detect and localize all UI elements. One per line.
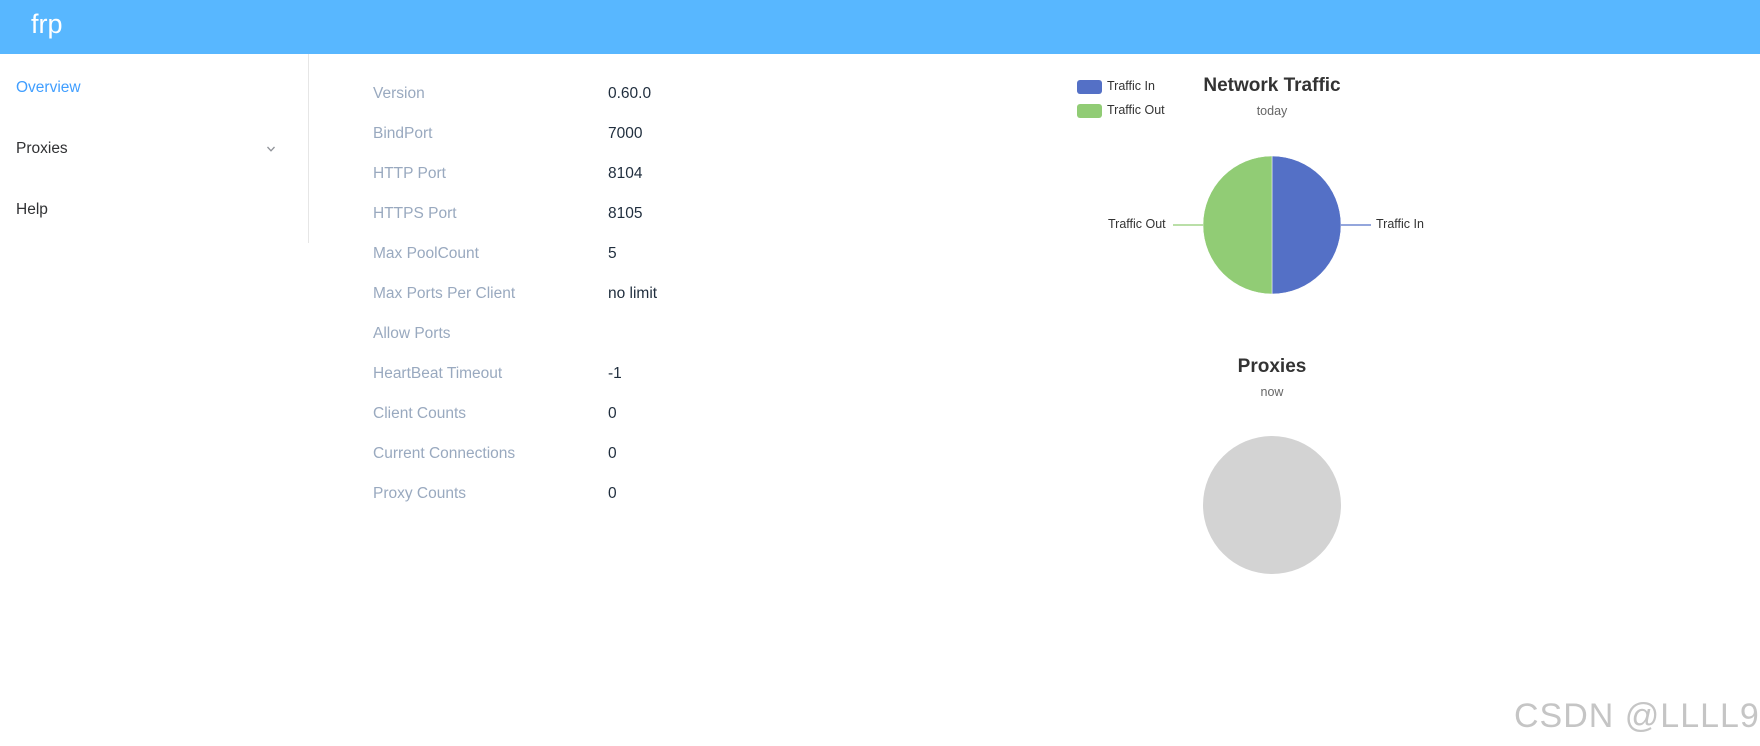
chevron-down-icon	[267, 146, 275, 152]
info-row-max-ports-per-client: Max Ports Per Client no limit	[373, 274, 793, 314]
legend-swatch	[1077, 80, 1102, 94]
slice-label-traffic-in: Traffic In	[1376, 217, 1424, 231]
pie-chart-1	[1203, 436, 1341, 574]
network-traffic-title: Network Traffic	[1203, 75, 1341, 96]
info-value: 8104	[608, 165, 643, 182]
info-row-bindport: BindPort 7000	[373, 114, 793, 154]
proxies-chart-subtitle: now	[1260, 385, 1284, 399]
info-label: Allow Ports	[373, 325, 451, 342]
pie-chart-0	[1173, 155, 1371, 295]
info-row-current-connections: Current Connections 0	[373, 434, 793, 474]
info-value: 7000	[608, 125, 643, 142]
info-value: 0	[608, 445, 617, 462]
info-label: Version	[373, 85, 425, 102]
info-value: -1	[608, 365, 622, 382]
sidebar-menu: Overview Proxies Help	[0, 54, 309, 243]
info-row-client-counts: Client Counts 0	[373, 394, 793, 434]
info-label: Max PoolCount	[373, 245, 479, 262]
info-label: Max Ports Per Client	[373, 285, 516, 302]
info-label: HeartBeat Timeout	[373, 365, 503, 382]
pie-empty-placeholder	[1203, 436, 1341, 574]
sidebar-item-help[interactable]: Help	[0, 182, 308, 238]
proxies-chart-title: Proxies	[1237, 356, 1307, 377]
info-row-proxy-counts: Proxy Counts 0	[373, 474, 793, 514]
info-label: BindPort	[373, 125, 433, 142]
info-row-http-port: HTTP Port 8104	[373, 154, 793, 194]
top-header: frp	[0, 0, 1760, 54]
info-label: HTTP Port	[373, 165, 446, 182]
info-label: HTTPS Port	[373, 205, 457, 222]
info-value: 0	[608, 485, 617, 502]
pie-slice-traffic-in[interactable]	[1271, 155, 1342, 295]
info-value: no limit	[608, 285, 658, 302]
info-label: Current Connections	[373, 445, 516, 462]
info-row-allow-ports: Allow Ports	[373, 314, 793, 354]
info-row-heartbeat-timeout: HeartBeat Timeout -1	[373, 354, 793, 394]
sidebar-item-label: Overview	[16, 79, 81, 96]
pie-slice-traffic-out[interactable]	[1202, 155, 1273, 295]
sidebar-item-label: Help	[16, 201, 48, 218]
slice-label-traffic-out: Traffic Out	[1108, 217, 1166, 231]
info-label: Proxy Counts	[373, 485, 467, 502]
sidebar-item-proxies[interactable]: Proxies	[0, 121, 308, 177]
info-value: 5	[608, 245, 617, 262]
info-row-https-port: HTTPS Port 8105	[373, 194, 793, 234]
info-row-version: Version 0.60.0	[373, 74, 793, 114]
info-value: 0.60.0	[608, 85, 652, 102]
brand-logo-text[interactable]: frp	[31, 9, 63, 39]
sidebar-item-label: Proxies	[16, 140, 68, 157]
legend-label: Traffic In	[1107, 79, 1155, 93]
sidebar-item-overview[interactable]: Overview	[0, 60, 308, 116]
network-traffic-subtitle: today	[1256, 104, 1288, 118]
info-value: 8105	[608, 205, 643, 222]
watermark: CSDN @LLLL96	[1514, 697, 1760, 735]
info-label: Client Counts	[373, 405, 467, 422]
info-row-max-poolcount: Max PoolCount 5	[373, 234, 793, 274]
legend-label: Traffic Out	[1107, 103, 1165, 117]
info-value: 0	[608, 405, 617, 422]
legend-swatch	[1077, 104, 1102, 118]
